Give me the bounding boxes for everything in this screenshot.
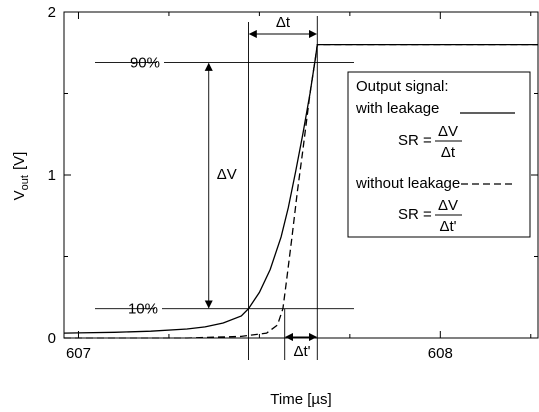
legend-box xyxy=(347,71,531,238)
y-tick-label: 1 xyxy=(48,167,56,184)
legend-sr1-denominator: Δt xyxy=(441,144,456,161)
legend-sr2-denominator: Δt' xyxy=(439,218,456,235)
series-line-without-leakage xyxy=(64,43,538,339)
svg-text:Vout[V]: Vout [V] xyxy=(11,152,31,201)
delta-v-label: ΔV xyxy=(217,166,237,183)
legend-sr2-numerator: ΔV xyxy=(438,197,458,214)
y-axis-label-unit: [V] xyxy=(11,152,28,170)
y-axis-label-sub: out xyxy=(19,175,31,190)
legend-heading-line2: with leakage xyxy=(355,100,439,117)
x-tick-label: 607 xyxy=(66,345,91,362)
level-10-label: 10% xyxy=(128,301,158,318)
axis-tick-labels: 0 1 2 607 608 xyxy=(48,4,453,362)
delta-t-label: Δt xyxy=(276,14,291,31)
x-axis-label: Time [µs] xyxy=(270,391,331,408)
series-lines xyxy=(63,43,538,339)
annotation-lines xyxy=(95,16,354,360)
y-tick-label: 0 xyxy=(48,330,56,347)
y-tick-label: 2 xyxy=(48,4,56,21)
x-tick-label: 608 xyxy=(428,345,453,362)
level-90-label: 90% xyxy=(130,55,160,72)
legend: Output signal: with leakage SR = ΔV Δt w… xyxy=(347,71,531,238)
y-axis-label: Vout [V] xyxy=(11,152,31,201)
legend-sr1-numerator: ΔV xyxy=(438,123,458,140)
legend-without-label: without leakage xyxy=(355,175,460,192)
y-axis-label-main: V xyxy=(11,190,28,200)
legend-heading-line1: Output signal: xyxy=(356,78,449,95)
legend-sr2-label: SR = xyxy=(398,206,432,223)
delta-t-prime-label: Δt' xyxy=(293,343,310,360)
legend-sr1-label: SR = xyxy=(398,132,432,149)
